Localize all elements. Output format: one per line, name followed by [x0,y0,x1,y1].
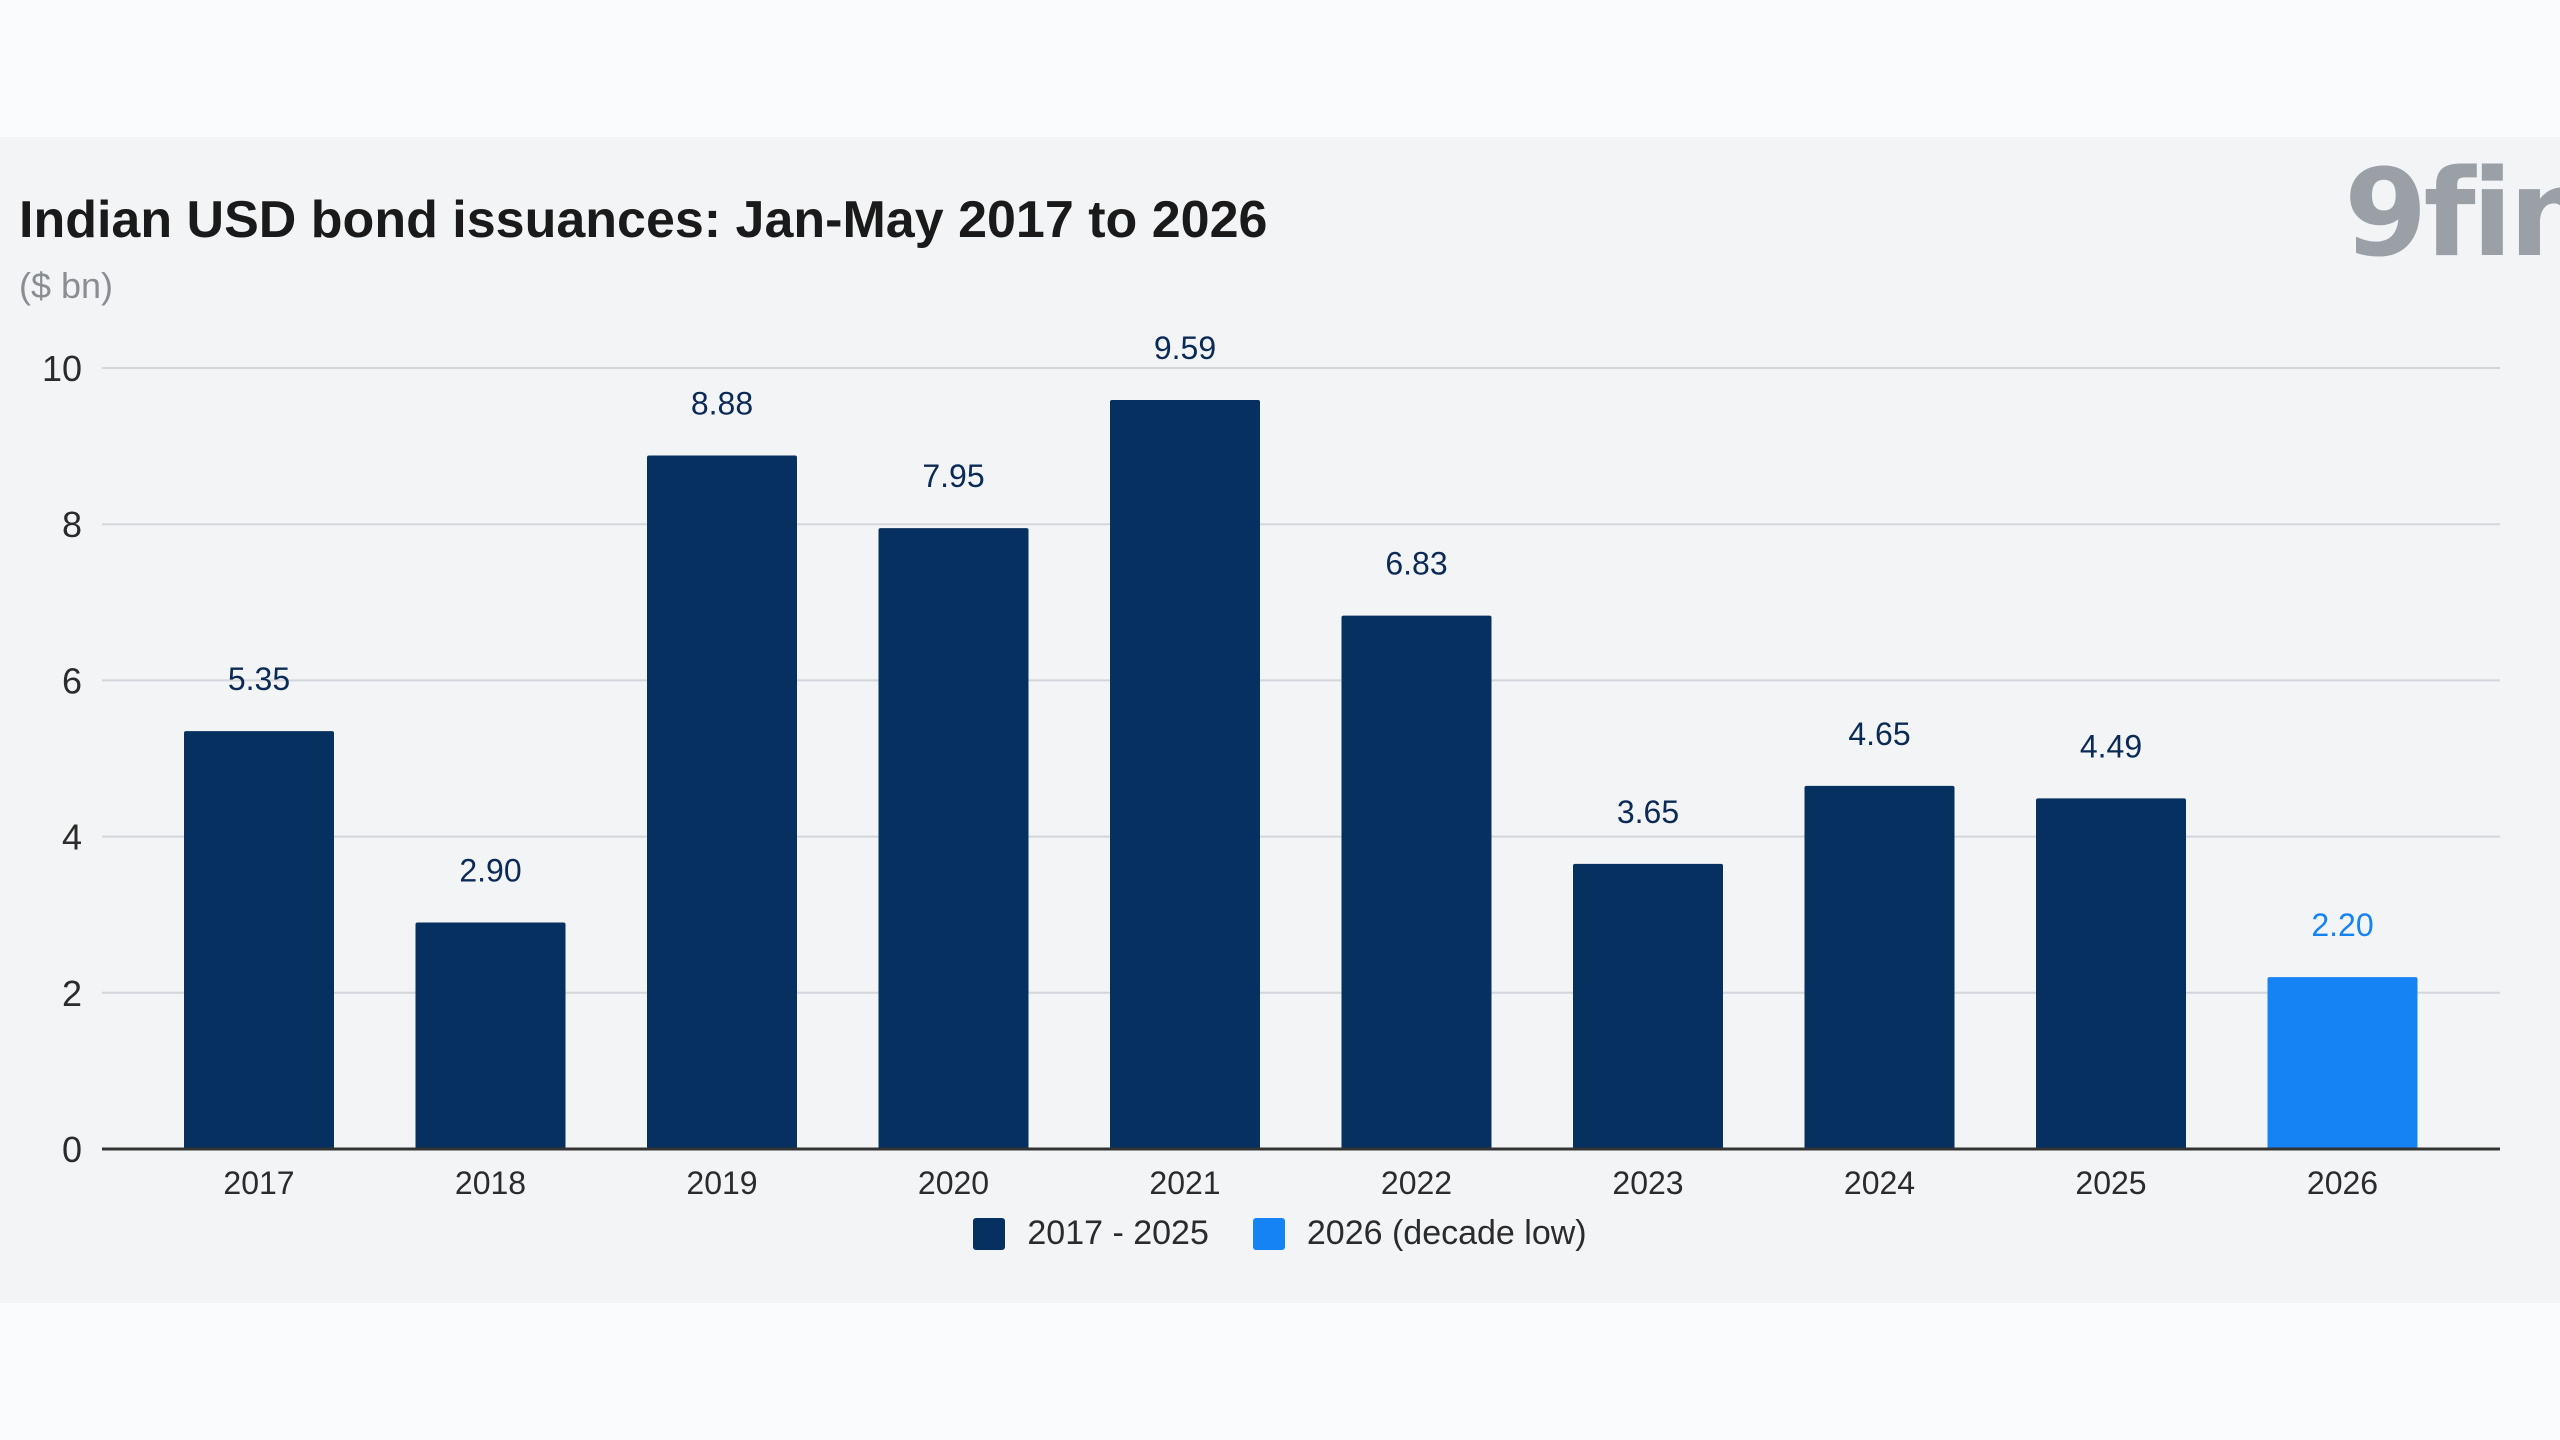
data-label: 8.88 [691,385,753,421]
x-tick-label: 2019 [686,1165,757,1201]
legend-item-2017-2025: 2017 - 2025 [973,1214,1209,1253]
brand-logo: 9fin [2344,145,2560,284]
bar [2267,977,2418,1149]
y-tick-label: 8 [62,504,82,545]
legend-item-2026: 2026 (decade low) [1252,1214,1587,1253]
legend-label-2017-2025: 2017 - 2025 [1027,1214,1209,1252]
bar [1341,615,1492,1149]
data-label: 2.20 [2311,907,2373,943]
x-tick-label: 2022 [1381,1165,1452,1201]
bar [878,528,1029,1149]
data-label: 2.90 [459,853,521,889]
x-tick-label: 2017 [223,1165,294,1201]
bar [1573,863,1723,1149]
x-tick-label: 2024 [1844,1165,1915,1201]
bar [415,922,566,1149]
legend-label-2026: 2026 (decade low) [1306,1214,1587,1252]
data-label: 4.49 [2080,728,2142,764]
y-tick-label: 2 [62,973,82,1014]
bar [1110,400,1260,1149]
bar [647,455,797,1149]
x-tick-label: 2020 [918,1165,989,1201]
y-tick-label: 10 [42,348,82,389]
legend-swatch-2017-2025 [973,1217,1006,1250]
data-label: 3.65 [1617,794,1679,830]
data-label: 5.35 [228,661,290,697]
bar [1804,785,1955,1149]
bar [2036,798,2186,1149]
legend-swatch-2026 [1252,1217,1285,1250]
y-tick-label: 0 [62,1129,82,1170]
x-tick-label: 2025 [2075,1165,2146,1201]
chart-subtitle: ($ bn) [19,265,114,306]
y-tick-label: 6 [62,660,82,701]
x-tick-label: 2018 [455,1165,526,1201]
y-tick-label: 4 [62,817,82,858]
x-tick-label: 2023 [1612,1165,1683,1201]
bar [184,731,334,1149]
data-label: 7.95 [922,458,984,494]
x-tick-label: 2021 [1149,1165,1220,1201]
chart-panel: Indian USD bond issuances: Jan-May 2017 … [0,137,2560,1303]
data-label: 6.83 [1385,546,1447,582]
legend: 2017 - 2025 2026 (decade low) [0,1214,2560,1253]
chart-title: Indian USD bond issuances: Jan-May 2017 … [19,191,1268,249]
x-tick-label: 2026 [2307,1165,2378,1201]
bar-chart: 0 2 4 6 8 10 5.35 2017 2.90 2018 8.88 2019 7.95 2020 9… [42,330,2500,1201]
data-label: 4.65 [1848,716,1910,752]
data-label: 9.59 [1154,330,1216,366]
